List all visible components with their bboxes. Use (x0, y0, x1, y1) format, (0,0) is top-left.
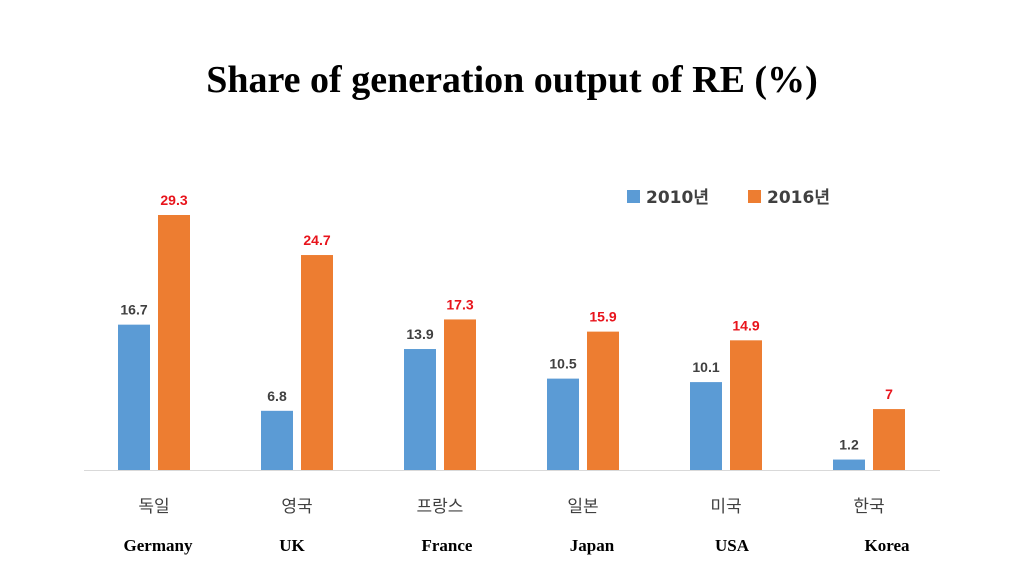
category-en-label-france: France (422, 536, 473, 555)
bar-uk-2010 (261, 410, 293, 470)
legend-label-2010: 2010년 (646, 188, 709, 208)
category-label-korea: 한국 (853, 497, 884, 517)
category-label-france: 프랑스 (417, 497, 464, 517)
bar-japan-2016 (587, 331, 619, 470)
category-en-label-usa: USA (715, 536, 750, 555)
data-label-japan-2010: 10.5 (549, 356, 576, 372)
bar-usa-2016 (730, 340, 762, 470)
data-label-germany-2010: 16.7 (120, 302, 147, 318)
category-label-japan: 일본 (567, 497, 598, 517)
bar-uk-2016 (301, 255, 333, 470)
data-label-uk-2016: 24.7 (303, 232, 330, 248)
category-en-label-germany: Germany (124, 536, 193, 555)
data-label-germany-2016: 29.3 (160, 192, 187, 208)
bar-france-2010 (404, 349, 436, 470)
category-en-label-uk: UK (279, 536, 305, 555)
legend-swatch-2016 (748, 190, 761, 203)
data-label-usa-2016: 14.9 (732, 317, 759, 333)
legend-label-2016: 2016년 (767, 188, 830, 208)
data-label-japan-2016: 15.9 (589, 309, 616, 325)
legend-swatch-2010 (627, 190, 640, 203)
bar-japan-2010 (547, 378, 579, 470)
category-label-germany: 독일 (138, 497, 169, 517)
bar-germany-2016 (158, 215, 190, 470)
category-label-uk: 영국 (281, 497, 312, 517)
bar-usa-2010 (690, 382, 722, 470)
data-label-usa-2010: 10.1 (692, 359, 719, 375)
data-label-uk-2010: 6.8 (267, 388, 287, 404)
data-label-korea-2016: 7 (885, 386, 893, 402)
category-en-label-japan: Japan (570, 536, 615, 555)
data-label-france-2010: 13.9 (406, 326, 433, 342)
bar-france-2016 (444, 319, 476, 470)
bar-korea-2016 (873, 409, 905, 470)
bar-germany-2010 (118, 324, 150, 470)
data-label-korea-2010: 1.2 (839, 437, 859, 453)
category-label-usa: 미국 (710, 497, 741, 517)
chart-title: Share of generation output of RE (%) (206, 59, 818, 101)
data-label-france-2016: 17.3 (446, 296, 473, 312)
category-en-label-korea: Korea (864, 536, 910, 555)
bar-korea-2010 (833, 459, 865, 470)
